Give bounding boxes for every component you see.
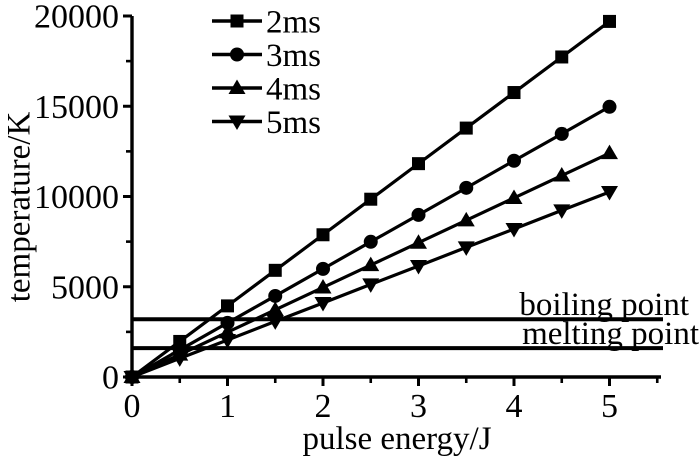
legend-label-3ms: 3ms [266, 38, 321, 74]
y-tick-label-5000: 5000 [51, 269, 119, 306]
marker-square-2ms [555, 50, 569, 64]
marker-square-2ms [507, 86, 521, 100]
marker-circle-3ms [316, 261, 330, 276]
marker-square-2ms [221, 299, 234, 313]
marker-square-2ms [412, 157, 425, 171]
marker-triangle-down-5ms [410, 259, 427, 275]
legend-marker-circle [230, 47, 244, 62]
marker-triangle-down-5ms [219, 333, 236, 349]
x-tick-label-3: 3 [410, 388, 427, 425]
marker-triangle-down-5ms [553, 204, 571, 219]
x-tick-label-0: 0 [124, 388, 141, 425]
y-tick-label-10000: 10000 [34, 179, 119, 216]
marker-circle-3ms [268, 288, 283, 303]
legend-label-4ms: 4ms [266, 72, 321, 108]
legend-marker-triangle-up [228, 79, 246, 94]
y-tick-label-20000: 20000 [34, 0, 119, 36]
marker-triangle-down-5ms [171, 352, 189, 367]
marker-triangle-up-4ms [505, 189, 523, 204]
marker-circle-3ms [459, 180, 474, 195]
marker-triangle-down-5ms [505, 222, 523, 238]
marker-triangle-up-4ms [410, 234, 427, 249]
marker-square-2ms [459, 121, 473, 135]
marker-circle-3ms [507, 153, 521, 168]
x-tick-label-5: 5 [601, 388, 618, 425]
x-axis-title: pulse energy/J [302, 421, 492, 457]
legend-label-2ms: 2ms [266, 5, 321, 41]
y-tick-label-0: 0 [102, 360, 119, 397]
marker-square-2ms [268, 263, 282, 277]
marker-triangle-up-4ms [601, 144, 618, 160]
marker-triangle-down-5ms [601, 185, 618, 201]
marker-square-2ms [603, 14, 616, 28]
marker-circle-3ms [220, 315, 235, 330]
marker-triangle-down-5ms [123, 371, 141, 386]
y-tick-label-15000: 15000 [34, 89, 119, 126]
marker-circle-3ms [602, 99, 617, 114]
marker-triangle-down-5ms [362, 278, 380, 293]
marker-circle-3ms [411, 207, 426, 222]
x-tick-label-1: 1 [219, 388, 236, 425]
boiling-point-label: boiling point [519, 287, 689, 323]
marker-triangle-up-4ms [314, 278, 332, 294]
marker-triangle-up-4ms [457, 211, 475, 227]
marker-circle-3ms [363, 234, 378, 249]
marker-triangle-up-4ms [553, 167, 571, 182]
marker-triangle-down-5ms [457, 241, 475, 256]
legend-marker-triangle-down [228, 115, 246, 130]
marker-triangle-down-5ms [314, 296, 332, 312]
y-axis-title: temperature/K [1, 111, 38, 303]
marker-triangle-down-5ms [266, 315, 284, 330]
marker-triangle-up-4ms [362, 256, 380, 272]
melting-point-label: melting point [522, 316, 699, 352]
x-tick-label-2: 2 [315, 388, 332, 425]
marker-triangle-up-4ms [266, 301, 284, 316]
legend-marker-square [230, 14, 244, 28]
legend-label-5ms: 5ms [266, 105, 321, 141]
marker-square-2ms [364, 192, 378, 206]
marker-square-2ms [316, 228, 330, 242]
x-tick-label-4: 4 [506, 388, 523, 425]
marker-circle-3ms [554, 126, 569, 141]
